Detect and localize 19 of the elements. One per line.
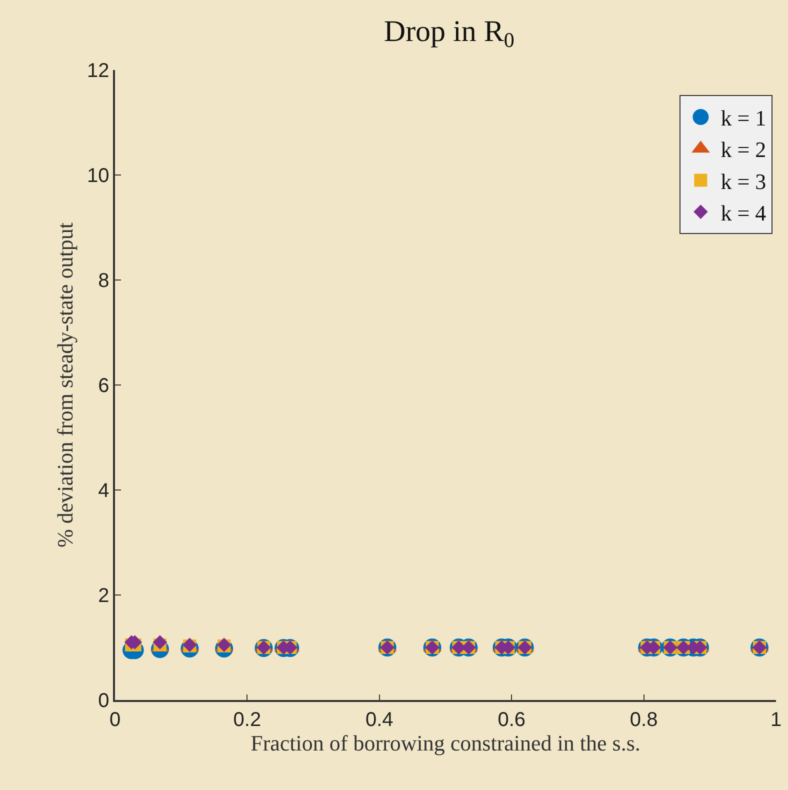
y-tick-label: 12: [87, 60, 110, 82]
y-tick-label: 8: [98, 270, 110, 292]
x-tick-label: 0.8: [630, 708, 658, 731]
y-tick-label: 6: [98, 375, 110, 397]
y-tick-label: 2: [98, 585, 110, 607]
x-tick-label: 0.2: [233, 708, 262, 731]
y-tick-label: 4: [98, 480, 110, 502]
legend-label: k = 1: [720, 106, 766, 131]
legend-label: k = 3: [720, 168, 766, 194]
y-tick-label: 10: [87, 165, 110, 187]
y-axis-title: % deviation from steady-state output: [52, 222, 78, 548]
legend-label: k = 2: [720, 137, 766, 162]
x-axis-title: Fraction of borrowing constrained in the s.s.: [250, 730, 640, 756]
chart-title: Drop in R$_{0}$: [384, 14, 514, 52]
legend-label: k = 4: [720, 200, 766, 226]
x-tick-label: 0.4: [365, 708, 394, 731]
x-tick-label: 1: [770, 708, 782, 731]
x-tick-label: 0.6: [498, 708, 526, 731]
y-tick-label: 0: [98, 690, 110, 712]
